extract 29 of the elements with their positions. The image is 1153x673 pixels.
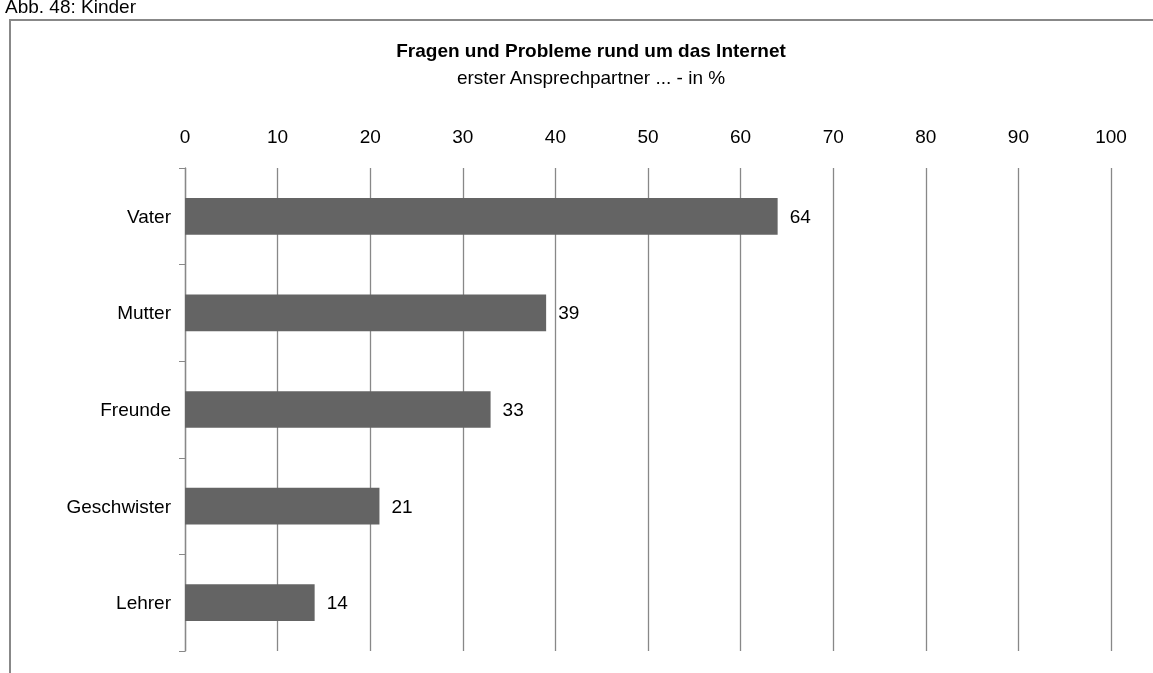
x-tick-label: 40 xyxy=(544,126,566,147)
y-tick-label: Vater xyxy=(126,205,172,227)
x-tick-label: 30 xyxy=(452,126,474,147)
bar xyxy=(185,294,547,332)
data-label: 33 xyxy=(502,399,524,420)
data-label: 14 xyxy=(326,592,349,614)
x-tick-label: 100 xyxy=(1095,126,1127,147)
bar xyxy=(185,584,315,622)
bar xyxy=(185,197,778,235)
x-tick-label: 80 xyxy=(915,126,937,147)
y-tick-label: Mutter xyxy=(117,302,172,324)
y-tick-label: Geschwister xyxy=(66,495,172,517)
caption: Abb. 48: Kinder xyxy=(5,0,137,17)
data-label: 39 xyxy=(558,302,580,324)
bar xyxy=(185,391,491,428)
x-tick-label: 10 xyxy=(267,126,289,147)
x-tick-label: 70 xyxy=(822,126,844,147)
bar xyxy=(185,487,380,525)
x-tick-label: 0 xyxy=(179,126,191,147)
x-tick-label: 20 xyxy=(359,126,381,147)
x-tick-label: 50 xyxy=(637,126,659,147)
x-tick-label: 90 xyxy=(1007,126,1029,147)
y-tick-label: Lehrer xyxy=(116,592,172,614)
x-tick-label: 60 xyxy=(730,126,752,147)
data-label: 21 xyxy=(391,495,413,517)
chart-subtitle: erster Ansprechpartner ... - in % xyxy=(456,67,726,88)
chart-title: Fragen und Probleme rund um das Internet xyxy=(396,40,787,61)
y-tick-label: Freunde xyxy=(100,399,171,420)
data-label: 64 xyxy=(789,205,812,227)
